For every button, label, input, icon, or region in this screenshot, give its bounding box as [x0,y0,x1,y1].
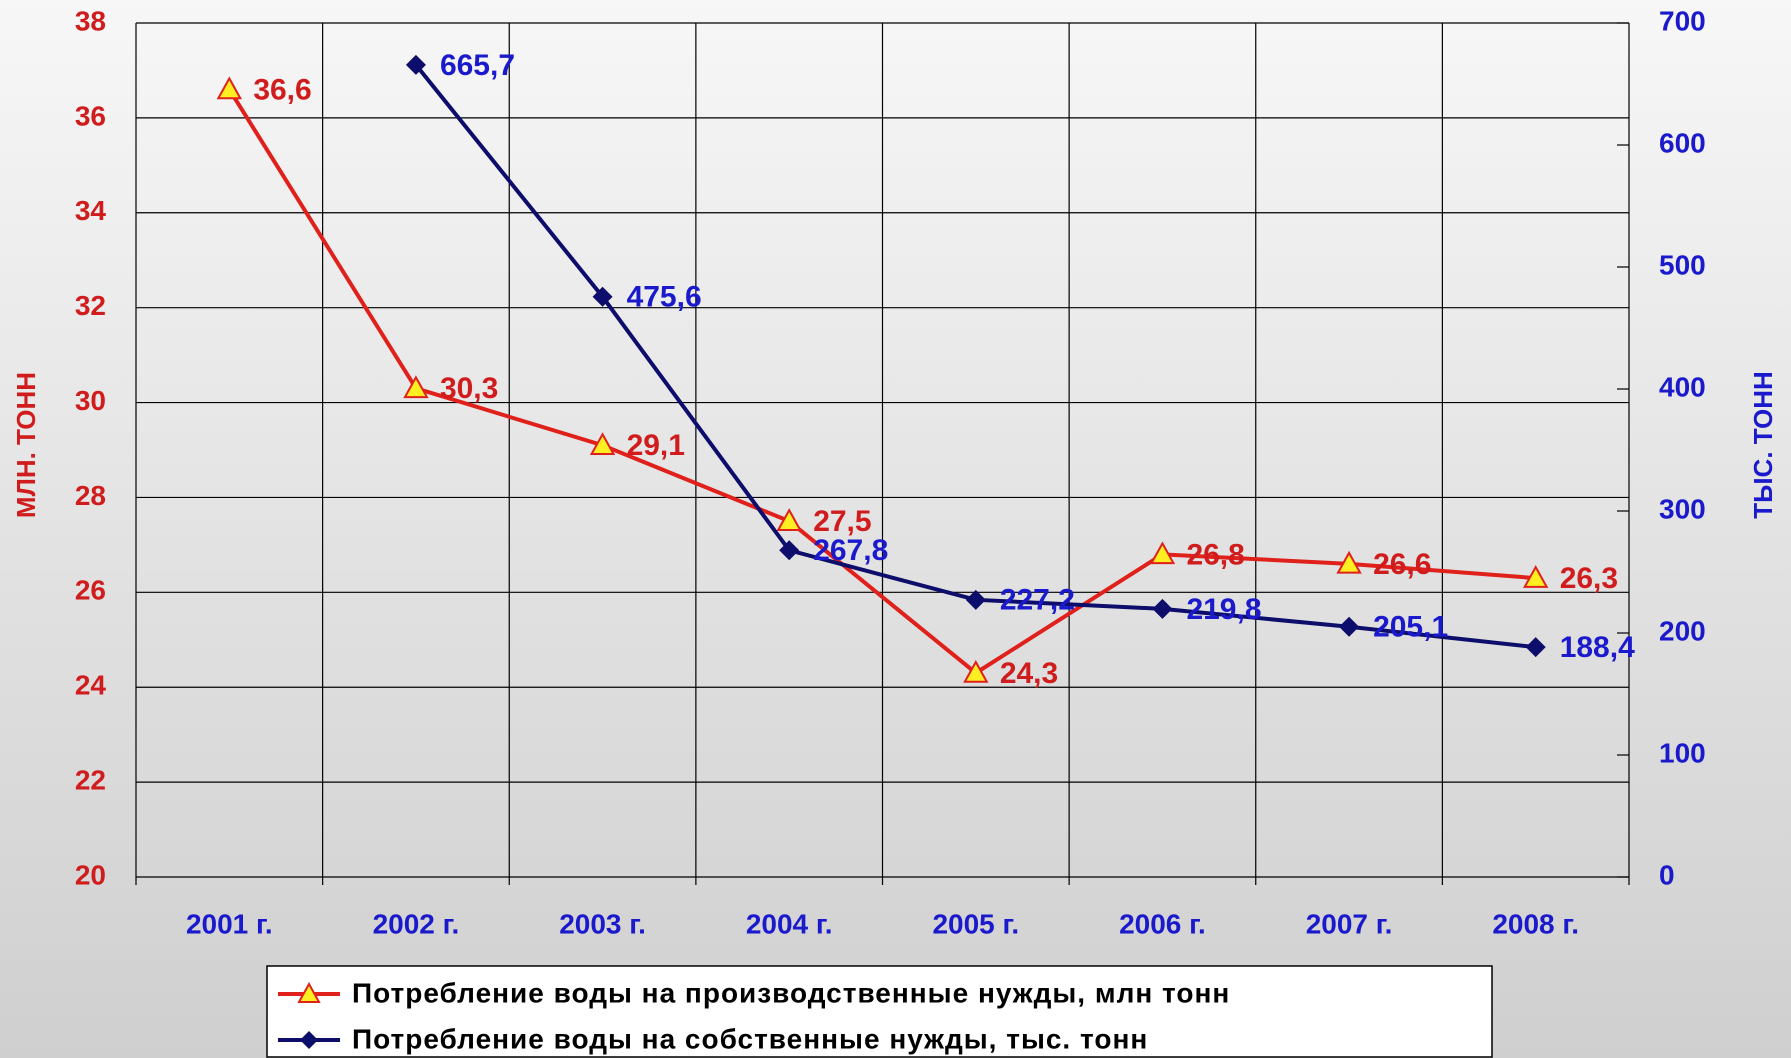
triangle-marker [963,659,989,683]
y2-tick-label: 600 [1659,127,1706,158]
y-tick-label: 30 [75,385,106,416]
y-tick-label: 28 [75,480,106,511]
y-tick-label: 38 [75,5,106,36]
y2-tick-label: 300 [1659,493,1706,524]
diamond-marker [1525,637,1546,658]
y-tick-label: 24 [75,670,107,701]
y-tick-label: 34 [75,195,107,226]
y2-tick-label: 500 [1659,249,1706,280]
diamond-marker [965,589,986,610]
x-tick-label: 2001 г. [186,908,273,939]
x-tick-label: 2008 г. [1492,908,1579,939]
legend-marker [297,981,321,1003]
x-tick-label: 2006 г. [1119,908,1206,939]
y-tick-label: 20 [75,859,106,890]
value-label: 205,1 [1373,611,1448,644]
value-label: 475,6 [627,281,702,314]
value-label: 24,3 [1000,657,1058,690]
triangle-marker [216,76,243,100]
triangle-marker [403,375,429,399]
triangle-marker [776,508,802,531]
diamond-marker [592,286,613,307]
x-tick-label: 2002 г. [373,908,460,939]
triangle-marker [1336,550,1362,574]
value-label: 219,8 [1186,593,1261,626]
legend-label: Потребление воды на производственные нуж… [352,977,1230,1008]
y-axis-label: МЛН. ТОНН [11,372,41,518]
diamond-marker [405,54,426,75]
value-label: 36,6 [253,73,311,106]
x-tick-label: 2007 г. [1306,908,1393,939]
value-label: 27,5 [813,505,871,538]
value-label: 267,8 [813,534,888,567]
series-line [227,88,1536,676]
value-label: 665,7 [440,49,515,82]
y2-tick-label: 400 [1659,371,1706,402]
value-label: 30,3 [440,372,498,405]
triangle-marker [1522,565,1549,588]
legend-box [266,965,1493,1058]
y-tick-label: 22 [75,765,106,796]
value-label: 26,8 [1186,538,1244,571]
x-tick-label: 2003 г. [559,908,646,939]
x-tick-label: 2004 г. [746,908,833,939]
y2-tick-label: 700 [1659,5,1706,36]
y2-tick-label: 200 [1659,615,1706,646]
value-label: 188,4 [1560,631,1635,664]
y-tick-label: 32 [75,290,106,321]
legend-label: Потребление воды на собственные нужды, т… [352,1023,1148,1054]
diamond-marker [779,540,800,561]
y2-axis-label: ТЫС. ТОНН [1748,371,1778,519]
y-tick-label: 36 [75,100,106,131]
diamond-marker [1152,598,1173,619]
y-tick-label: 26 [75,575,106,606]
x-tick-label: 2005 г. [932,908,1019,939]
y2-tick-label: 0 [1659,859,1675,890]
diamond-marker [1339,616,1360,637]
value-label: 26,6 [1373,548,1431,581]
value-label: 227,2 [1000,584,1075,617]
triangle-marker [589,432,616,456]
value-label: 29,1 [627,429,685,462]
value-label: 26,3 [1560,562,1618,595]
legend-marker [300,1031,318,1049]
y2-tick-label: 100 [1659,737,1706,768]
triangle-marker [1149,541,1176,565]
